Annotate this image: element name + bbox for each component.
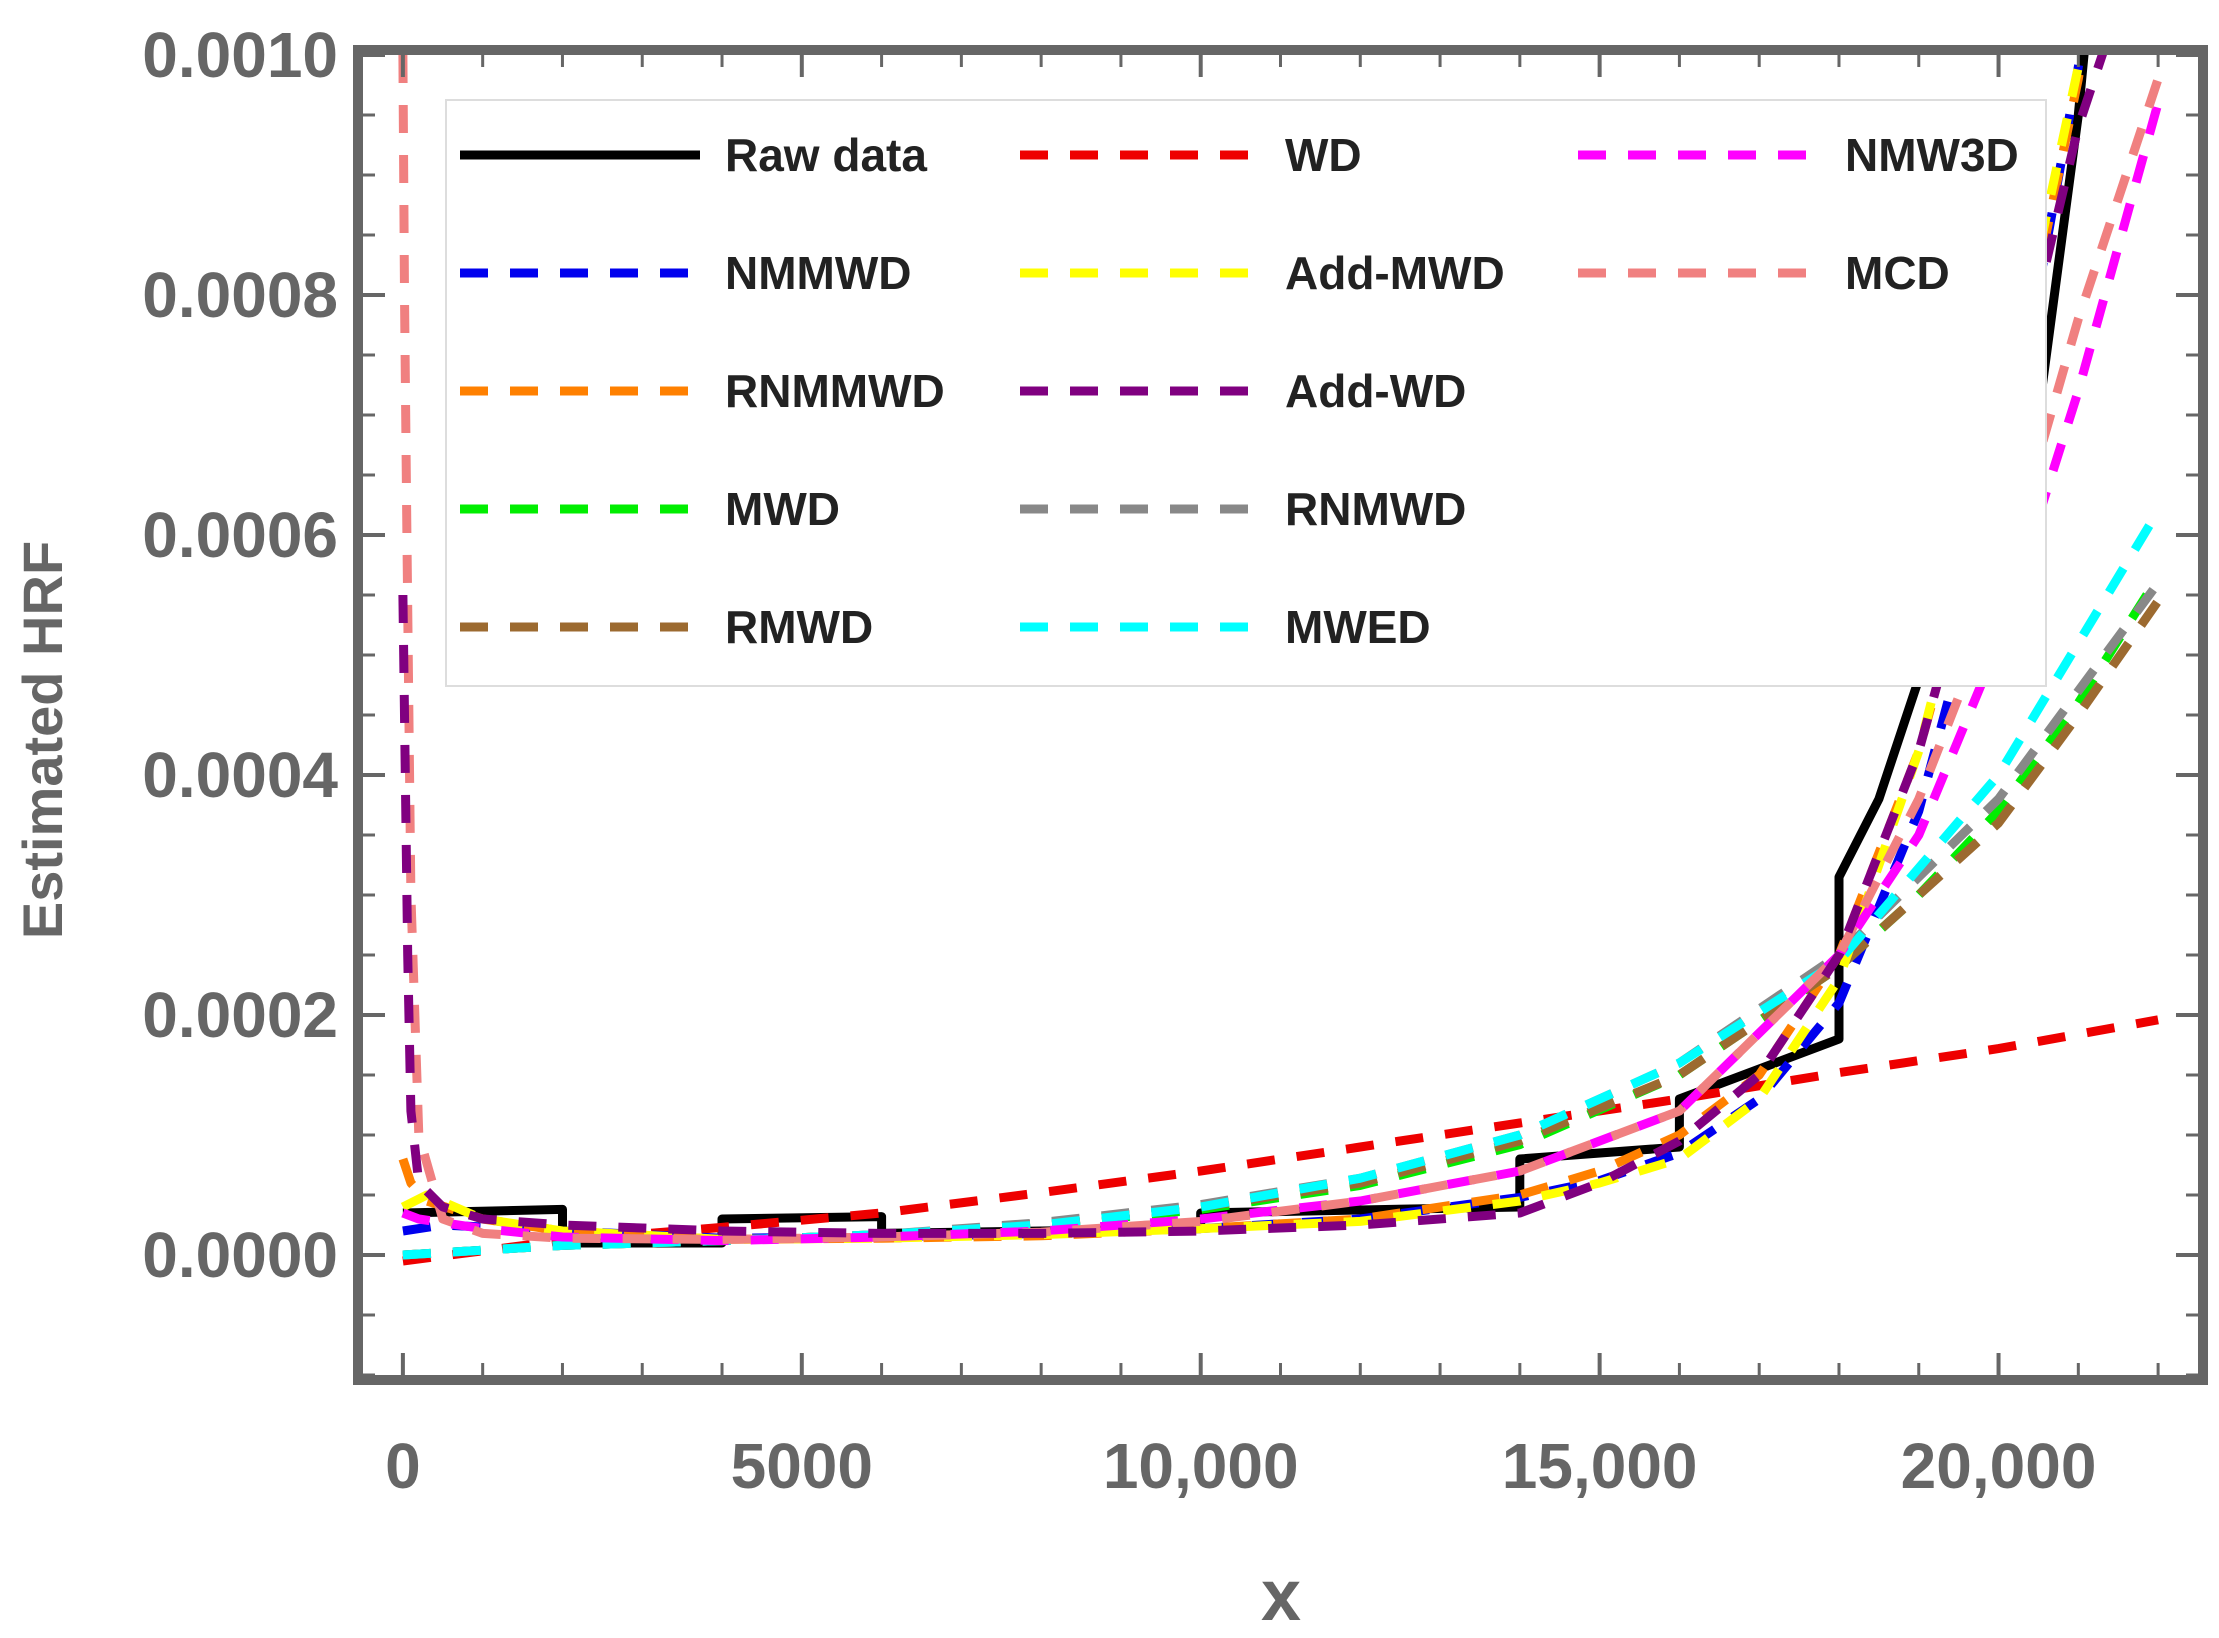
x-axis-title: x [1261, 1556, 1301, 1636]
legend-label-add-wd: Add-WD [1285, 365, 1466, 417]
legend-box [445, 99, 2047, 687]
y-tick-label: 0.0010 [142, 19, 338, 91]
y-axis-title: Estimated HRF [11, 541, 74, 939]
x-tick-label: 15,000 [1502, 1430, 1698, 1502]
series-line-add-mwd [400, 55, 2086, 1244]
y-tick-label: 0.0000 [142, 1219, 338, 1291]
x-axis: 0 5000 10,000 15,000 20,000 [385, 50, 2160, 1502]
legend-label-mcd: MCD [1845, 247, 1950, 299]
legend-label-add-mwd: Add-MWD [1285, 247, 1505, 299]
legend-label-raw-data: Raw data [725, 129, 927, 181]
series-line-wd [402, 1015, 2159, 1266]
series-line-add-wd [398, 55, 2107, 1238]
legend-label-rmwd: RMWD [725, 601, 873, 653]
y-tick-label: 0.0004 [142, 739, 338, 811]
y-tick-label: 0.0006 [142, 499, 338, 571]
x-tick-label: 10,000 [1103, 1430, 1299, 1502]
y-tick-label: 0.0002 [142, 979, 338, 1051]
legend-label-nmw3d: NMW3D [1845, 129, 2019, 181]
series-line-nmw3d [401, 101, 2163, 1246]
legend: Raw data NMMWD RNMMWD MWD RMWD WD Add-MWD Add-W… [445, 99, 2047, 687]
legend-label-nmmwd: NMMWD [725, 247, 912, 299]
x-tick-label: 5000 [731, 1430, 873, 1502]
legend-label-wd: WD [1285, 129, 1362, 181]
legend-label-rnmwd: RNMWD [1285, 483, 1466, 535]
legend-label-mwd: MWD [725, 483, 840, 535]
y-axis: 0.0000 0.0002 0.0004 0.0006 0.0008 0.0010 [142, 19, 2203, 1377]
x-tick-label: 0 [385, 1430, 421, 1502]
y-tick-label: 0.0008 [142, 259, 338, 331]
legend-label-rnmmwd: RNMMWD [725, 365, 945, 417]
legend-label-mwed: MWED [1285, 601, 1431, 653]
x-tick-label: 20,000 [1901, 1430, 2097, 1502]
